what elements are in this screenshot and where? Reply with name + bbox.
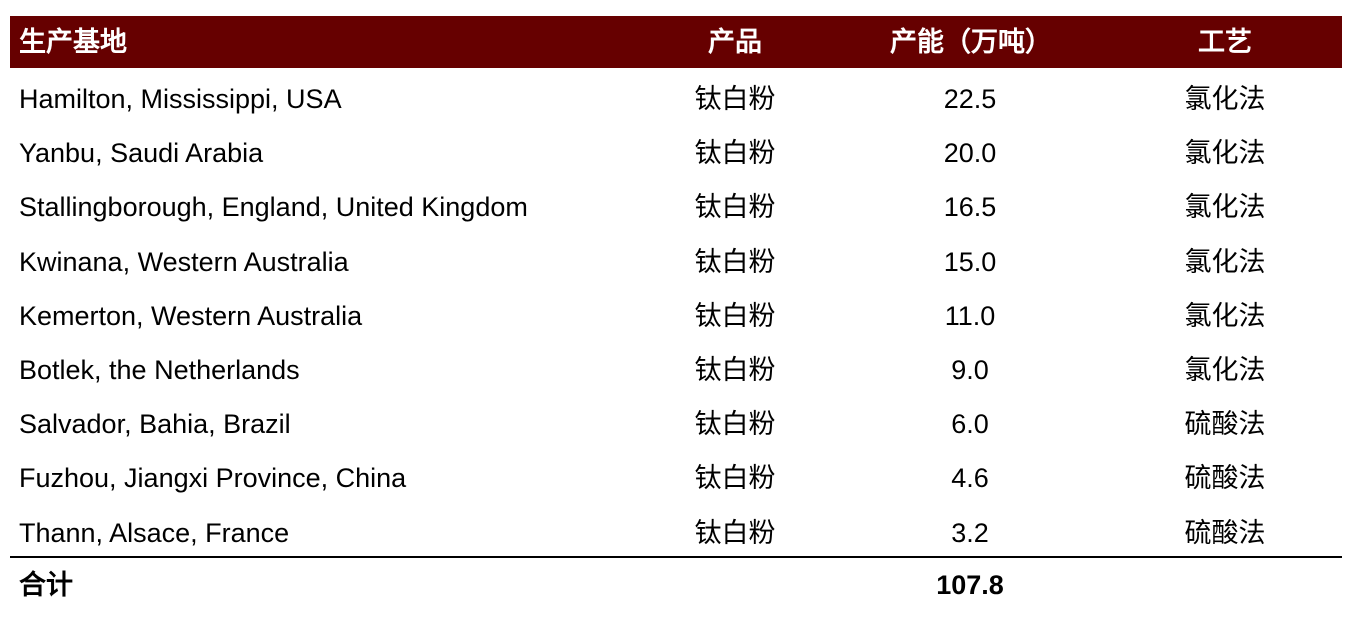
cell-base: Stallingborough, England, United Kingdom bbox=[19, 192, 528, 223]
cell-capacity: 20.0 bbox=[943, 138, 997, 169]
cell-base: Hamilton, Mississippi, USA bbox=[19, 84, 342, 114]
table-row: Yanbu, Saudi Arabia 钛白粉 20.0 氯化法 bbox=[10, 126, 1342, 180]
cell-product: 钛白粉 bbox=[694, 84, 776, 114]
table-row: Salvador, Bahia, Brazil 钛白粉 6.0 硫酸法 bbox=[10, 397, 1342, 451]
total-divider bbox=[10, 556, 1342, 558]
cell-product: 钛白粉 bbox=[694, 192, 776, 223]
cell-capacity: 4.6 bbox=[951, 463, 989, 494]
cell-base: Thann, Alsace, France bbox=[19, 517, 290, 548]
cell-process: 硫酸法 bbox=[1184, 409, 1266, 440]
cell-capacity: 3.2 bbox=[951, 517, 989, 548]
total-label: 合计 bbox=[19, 570, 73, 600]
cell-process: 氯化法 bbox=[1184, 355, 1266, 385]
cell-product: 钛白粉 bbox=[694, 138, 776, 169]
cell-process: 氯化法 bbox=[1184, 138, 1266, 169]
header-capacity: 产能（万吨） bbox=[890, 27, 1052, 57]
cell-product: 钛白粉 bbox=[694, 355, 776, 385]
cell-capacity: 15.0 bbox=[943, 246, 997, 277]
cell-process: 氯化法 bbox=[1184, 246, 1266, 277]
table-header: 生产基地 产品 产能（万吨） 工艺 bbox=[10, 16, 1342, 68]
cell-base: Kwinana, Western Australia bbox=[19, 246, 349, 277]
table-row: Stallingborough, England, United Kingdom… bbox=[10, 180, 1342, 234]
cell-process: 氯化法 bbox=[1184, 192, 1266, 223]
cell-base: Kemerton, Western Australia bbox=[19, 300, 363, 331]
cell-product: 钛白粉 bbox=[694, 246, 776, 277]
cell-product: 钛白粉 bbox=[694, 517, 776, 548]
total-row: 合计 107.8 bbox=[10, 558, 1342, 612]
table-row: Kwinana, Western Australia 钛白粉 15.0 氯化法 bbox=[10, 235, 1342, 289]
cell-base: Salvador, Bahia, Brazil bbox=[19, 409, 291, 440]
cell-process: 氯化法 bbox=[1184, 84, 1266, 114]
table-row: Kemerton, Western Australia 钛白粉 11.0 氯化法 bbox=[10, 289, 1342, 343]
cell-capacity: 16.5 bbox=[943, 192, 997, 223]
header-process: 工艺 bbox=[1198, 27, 1252, 57]
header-product: 产品 bbox=[708, 27, 762, 57]
table-row: Thann, Alsace, France 钛白粉 3.2 硫酸法 bbox=[10, 506, 1342, 560]
cell-process: 硫酸法 bbox=[1184, 517, 1266, 548]
header-base: 生产基地 bbox=[19, 27, 127, 57]
cell-capacity: 6.0 bbox=[951, 409, 989, 440]
cell-base: Botlek, the Netherlands bbox=[19, 355, 300, 385]
cell-product: 钛白粉 bbox=[694, 463, 776, 494]
cell-product: 钛白粉 bbox=[694, 300, 776, 331]
cell-product: 钛白粉 bbox=[694, 409, 776, 440]
cell-base: Fuzhou, Jiangxi Province, China bbox=[19, 463, 407, 494]
cell-capacity: 22.5 bbox=[943, 84, 997, 114]
cell-process: 硫酸法 bbox=[1184, 463, 1266, 494]
total-value: 107.8 bbox=[936, 570, 1004, 600]
cell-capacity: 11.0 bbox=[944, 300, 996, 331]
cell-base: Yanbu, Saudi Arabia bbox=[19, 138, 264, 169]
cell-capacity: 9.0 bbox=[951, 355, 989, 385]
table-row: Botlek, the Netherlands 钛白粉 9.0 氯化法 bbox=[10, 343, 1342, 397]
cell-process: 氯化法 bbox=[1184, 300, 1266, 331]
table-row: Fuzhou, Jiangxi Province, China 钛白粉 4.6 硫酸法 bbox=[10, 451, 1342, 505]
table-row: Hamilton, Mississippi, USA 钛白粉 22.5 氯化法 bbox=[10, 72, 1342, 126]
